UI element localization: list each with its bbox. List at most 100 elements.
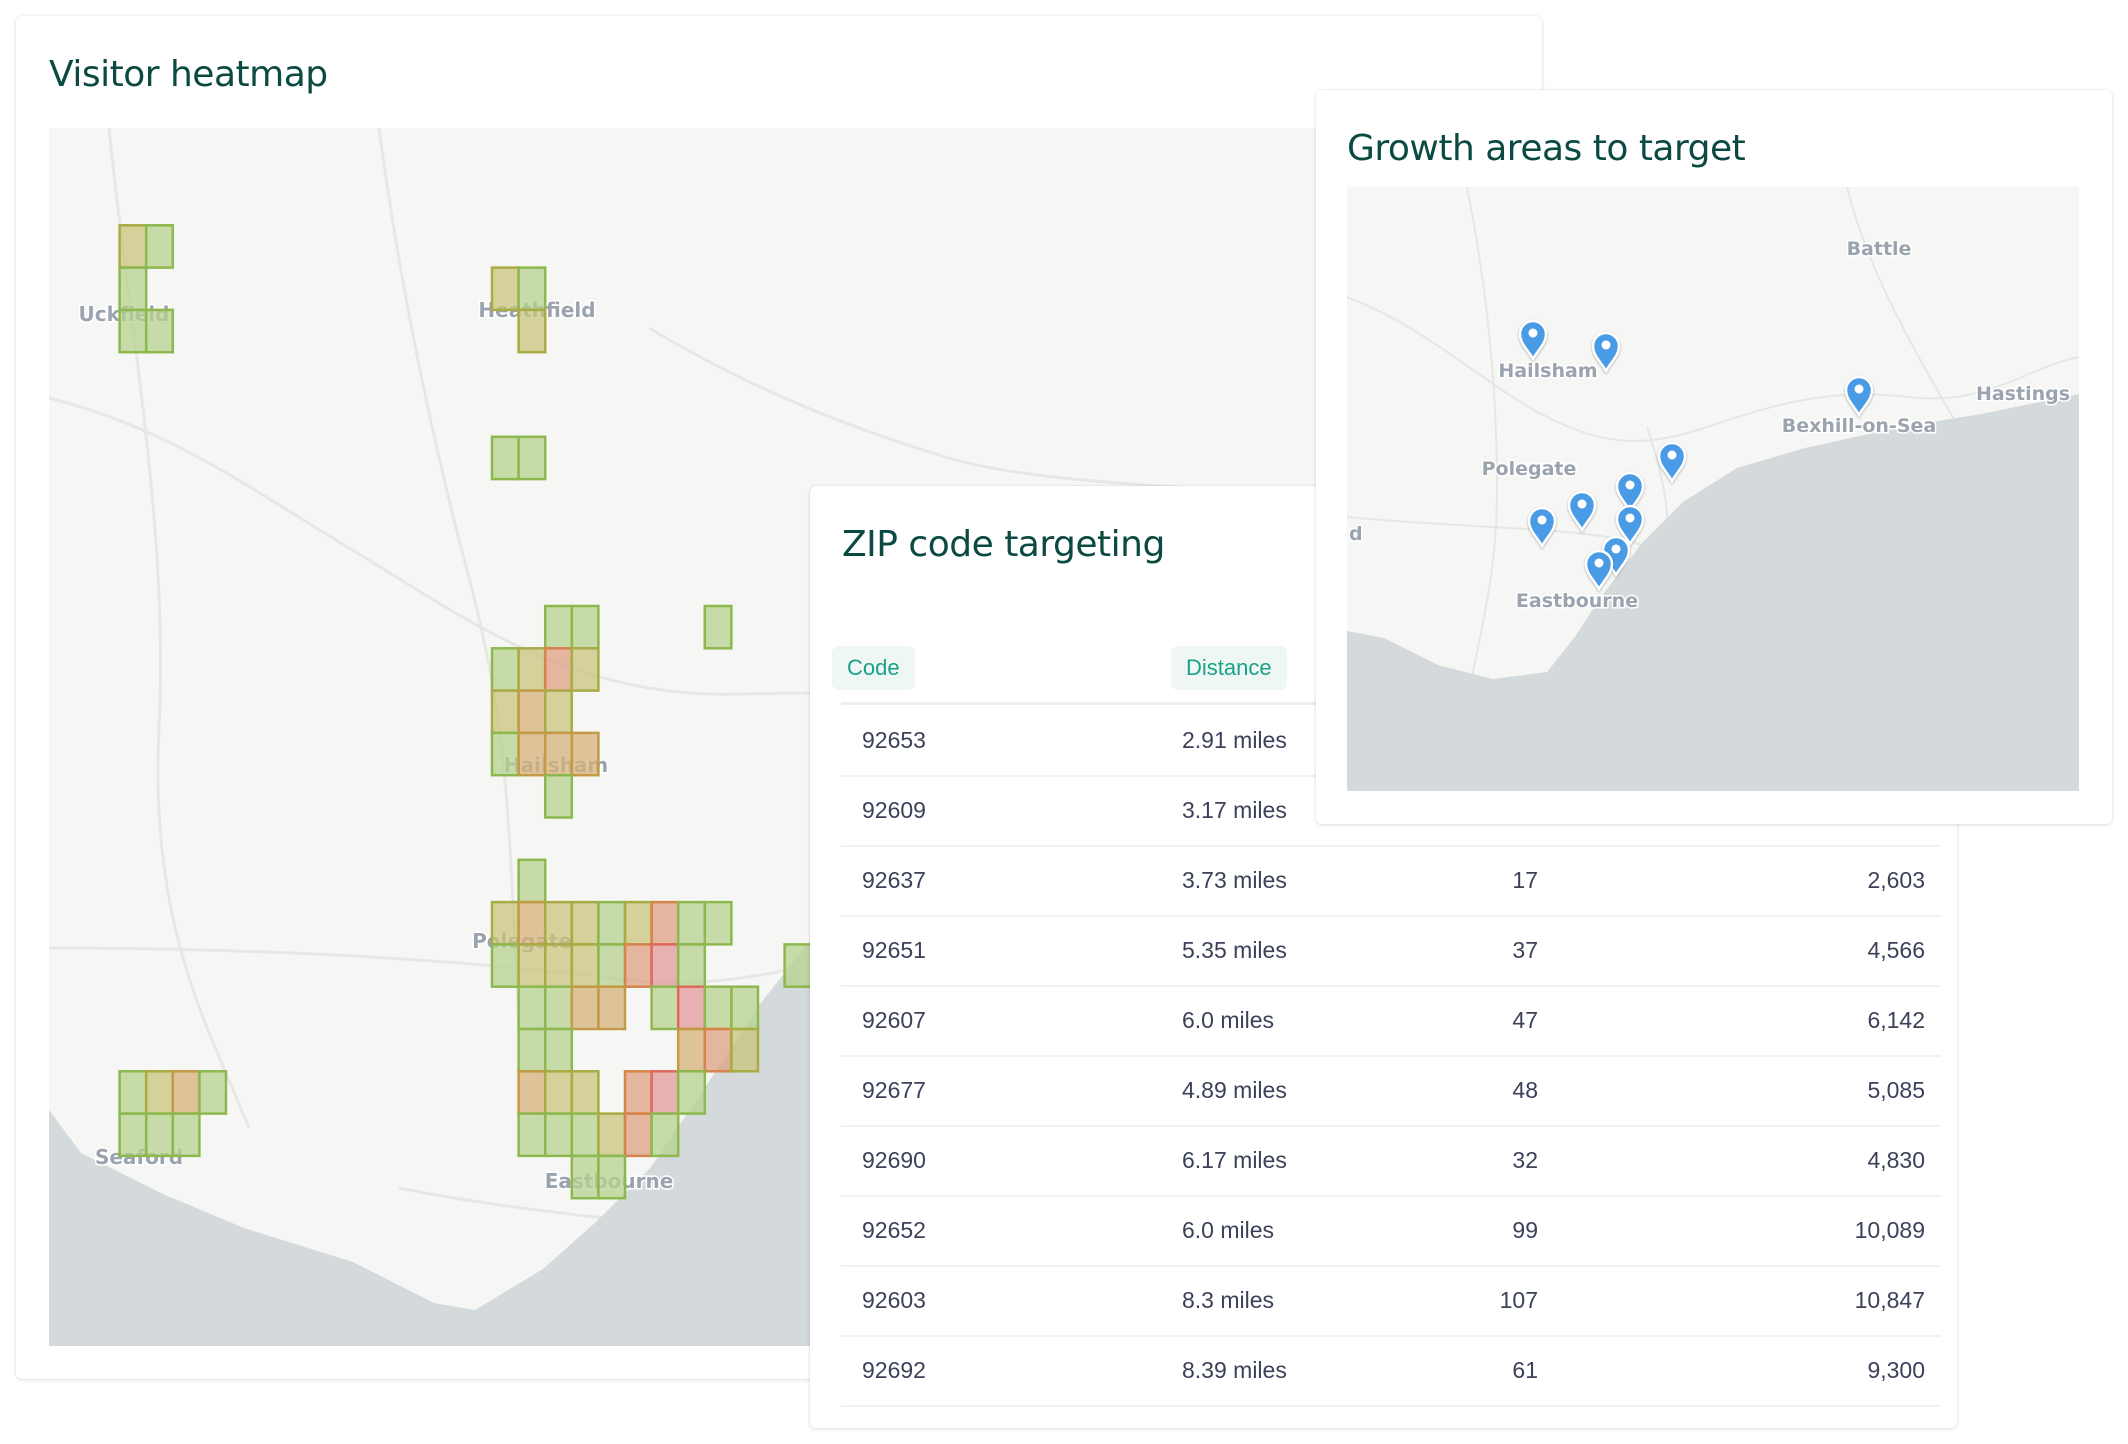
heatmap-cell[interactable] [171, 1070, 201, 1115]
heatmap-cell[interactable] [517, 731, 547, 777]
heatmap-cell[interactable] [623, 900, 653, 946]
heatmap-cell[interactable] [517, 900, 547, 946]
map-pin-icon[interactable] [1567, 490, 1597, 533]
heatmap-cell[interactable] [517, 943, 547, 988]
heatmap-cell[interactable] [517, 858, 547, 904]
heatmap-cell[interactable] [623, 1112, 653, 1158]
map-pin-icon[interactable] [1657, 441, 1687, 484]
heatmap-cell[interactable] [490, 900, 520, 946]
heatmap-cell[interactable] [650, 900, 680, 946]
map-pin-icon[interactable] [1518, 319, 1548, 362]
heatmap-cell[interactable] [543, 1070, 574, 1115]
heatmap-cell[interactable] [543, 689, 574, 735]
heatmap-cell[interactable] [517, 1027, 547, 1073]
heatmap-cell[interactable] [543, 647, 574, 692]
heatmap-cell[interactable] [171, 1112, 201, 1158]
table-row[interactable]: 92607 6.0 miles 47 6,142 [841, 985, 1941, 1057]
table-row[interactable]: 92609 3.17 miles [841, 775, 1941, 847]
heatmap-cell[interactable] [517, 985, 547, 1031]
heatmap-cell[interactable] [650, 943, 680, 988]
heatmap-cell[interactable] [490, 266, 520, 312]
heatmap-cell[interactable] [730, 1027, 760, 1073]
heatmap-cell[interactable] [597, 943, 627, 988]
heatmap-cell[interactable] [118, 1112, 148, 1158]
table-row[interactable]: 92690 6.17 miles 32 4,830 [841, 1125, 1941, 1197]
heatmap-cell[interactable] [517, 1112, 547, 1158]
heatmap-cell[interactable] [490, 647, 520, 692]
heatmap-cell[interactable] [597, 1154, 627, 1200]
heatmap-cell[interactable] [570, 647, 600, 692]
heatmap-cell[interactable] [650, 985, 680, 1031]
heatmap-cell[interactable] [118, 224, 148, 269]
heatmap-cell[interactable] [118, 1070, 148, 1115]
heatmap-cell[interactable] [783, 943, 813, 988]
map-pin-icon[interactable] [1584, 549, 1614, 592]
table-row[interactable]: 92677 4.89 miles 48 5,085 [841, 1055, 1941, 1127]
heatmap-cell[interactable] [490, 435, 520, 481]
heatmap-cell[interactable] [543, 604, 574, 650]
heatmap-cell[interactable] [597, 1112, 627, 1158]
heatmap-cell[interactable] [144, 1112, 175, 1158]
heatmap-cell[interactable] [703, 1027, 733, 1073]
heatmap-cell[interactable] [543, 1112, 574, 1158]
heatmap-cell[interactable] [570, 985, 600, 1031]
heatmap-cell[interactable] [490, 689, 520, 735]
heatmap-cell[interactable] [543, 943, 574, 988]
heatmap-cell[interactable] [144, 1070, 175, 1115]
heatmap-cell[interactable] [676, 1027, 707, 1073]
heatmap-cell[interactable] [623, 1070, 653, 1115]
map-pin-icon[interactable] [1844, 375, 1874, 418]
heatmap-cell[interactable] [118, 266, 148, 312]
heatmap-cell[interactable] [198, 1070, 228, 1115]
heatmap-cell[interactable] [570, 731, 600, 777]
heatmap-cell[interactable] [676, 985, 707, 1031]
heatmap-cell[interactable] [676, 1070, 707, 1115]
heatmap-cell[interactable] [517, 266, 547, 312]
heatmap-cell[interactable] [517, 308, 547, 354]
column-header-distance[interactable]: Distance [1171, 646, 1287, 690]
heatmap-cell[interactable] [144, 224, 175, 269]
table-row[interactable]: 92651 5.35 miles 37 4,566 [841, 915, 1941, 987]
heatmap-cell[interactable] [597, 985, 627, 1031]
heatmap-cell[interactable] [543, 773, 574, 819]
heatmap-cell[interactable] [517, 647, 547, 692]
heatmap-cell[interactable] [676, 900, 707, 946]
table-row[interactable]: 92603 8.3 miles 107 10,847 [841, 1265, 1941, 1337]
heatmap-cell[interactable] [118, 308, 148, 354]
heatmap-cell[interactable] [650, 1070, 680, 1115]
heatmap-cell[interactable] [570, 1112, 600, 1158]
heatmap-cell[interactable] [517, 435, 547, 481]
map-pin-icon[interactable] [1615, 504, 1645, 547]
heatmap-cell[interactable] [570, 900, 600, 946]
heatmap-cell[interactable] [703, 900, 733, 946]
heatmap-cell[interactable] [570, 1070, 600, 1115]
table-row[interactable]: 92637 3.73 miles 17 2,603 [841, 845, 1941, 917]
heatmap-cell[interactable] [543, 900, 574, 946]
table-row[interactable]: 92692 8.39 miles 61 9,300 [841, 1335, 1941, 1407]
heatmap-cell[interactable] [517, 689, 547, 735]
heatmap-cell[interactable] [570, 943, 600, 988]
heatmap-cell[interactable] [597, 900, 627, 946]
map-pin-icon[interactable] [1591, 331, 1621, 374]
heatmap-cell[interactable] [703, 985, 733, 1031]
heatmap-cell[interactable] [703, 604, 733, 650]
total-cell: 10,847 [1854, 1287, 1925, 1313]
heatmap-cell[interactable] [543, 1027, 574, 1073]
heatmap-cell[interactable] [570, 1154, 600, 1200]
heatmap-cell[interactable] [730, 985, 760, 1031]
heatmap-cell[interactable] [543, 731, 574, 777]
heatmap-cell[interactable] [490, 731, 520, 777]
map-pin-icon[interactable] [1615, 471, 1645, 514]
heatmap-cell[interactable] [676, 943, 707, 988]
table-row[interactable]: 92652 6.0 miles 99 10,089 [841, 1195, 1941, 1267]
growth-map[interactable]: Battle Hailsham Hastings Bexhill-on-Sea Pole… [1347, 187, 2079, 791]
heatmap-cell[interactable] [543, 985, 574, 1031]
column-header-code[interactable]: Code [832, 646, 915, 690]
heatmap-cell[interactable] [570, 604, 600, 650]
heatmap-cell[interactable] [517, 1070, 547, 1115]
heatmap-cell[interactable] [490, 943, 520, 988]
heatmap-cell[interactable] [650, 1112, 680, 1158]
heatmap-cell[interactable] [623, 943, 653, 988]
heatmap-cell[interactable] [144, 308, 175, 354]
map-pin-icon[interactable] [1527, 506, 1557, 549]
